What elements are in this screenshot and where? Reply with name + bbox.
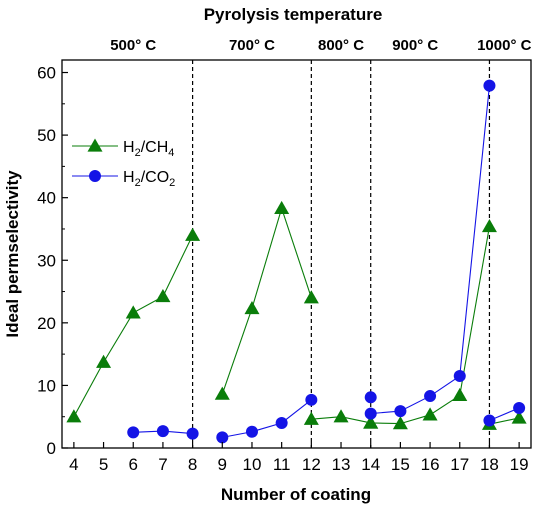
series-1-point-3-4 xyxy=(483,79,496,92)
x-axis-label: Number of coating xyxy=(221,485,371,504)
series-0-point-3-2 xyxy=(422,407,438,421)
series-1-line-1 xyxy=(222,399,312,438)
x-tick-label-5: 5 xyxy=(99,455,108,474)
series-1-point-0-1 xyxy=(156,425,169,438)
series-1-point-3-0 xyxy=(364,407,377,420)
series-1-point-3-1 xyxy=(394,405,407,418)
x-tick-label-6: 6 xyxy=(129,455,138,474)
series-0-point-0-2 xyxy=(125,305,141,319)
band-label-0: 500° C xyxy=(110,37,156,54)
series-1-point-3-3 xyxy=(453,370,466,383)
legend-marker-1 xyxy=(89,170,101,182)
x-tick-label-11: 11 xyxy=(273,455,291,474)
y-tick-label-30: 30 xyxy=(37,251,56,270)
y-tick-label-0: 0 xyxy=(47,439,56,458)
x-tick-label-9: 9 xyxy=(218,455,227,474)
legend-marker-0 xyxy=(87,138,103,152)
series-0-point-0-1 xyxy=(96,354,112,368)
series-0-point-1-3 xyxy=(303,290,319,304)
series-1-point-0-0 xyxy=(127,426,140,439)
series-1-point-1-1 xyxy=(245,425,258,438)
temperature-band-labels: 500° C 700° C 800° C 900° C 1000° C xyxy=(110,37,531,54)
series-1-point-3-2 xyxy=(424,390,437,403)
series-1-point-4-1 xyxy=(513,401,526,414)
series-1-point-2-0 xyxy=(364,391,377,404)
legend-label-0: H2/CH4 xyxy=(123,139,174,159)
legend-label-part-1-3: 2 xyxy=(169,177,175,189)
series-0-point-2-1 xyxy=(333,409,349,423)
series-1-point-4-0 xyxy=(483,414,496,427)
band-label-4: 1000° C xyxy=(477,37,532,54)
series-0-line-0 xyxy=(73,234,194,417)
y-axis-label: Ideal permselectivity xyxy=(3,170,22,338)
series-1-point-1-0 xyxy=(216,431,229,444)
x-tick-label-16: 16 xyxy=(421,455,440,474)
legend-label-1: H2/CO2 xyxy=(123,169,175,189)
legend-label-part-0-0: H xyxy=(123,139,135,156)
series-1-line-3 xyxy=(370,85,490,415)
x-tick-label-8: 8 xyxy=(188,455,197,474)
y-axis-ticks: 0 10 20 30 40 50 60 xyxy=(37,64,68,458)
y-tick-label-20: 20 xyxy=(37,314,56,333)
series-1-point-1-2 xyxy=(275,416,288,429)
series-0-point-3-4 xyxy=(481,218,497,233)
series-layer xyxy=(66,79,527,444)
y-tick-label-50: 50 xyxy=(37,126,56,145)
y-tick-label-40: 40 xyxy=(37,189,56,208)
chart-title: Pyrolysis temperature xyxy=(204,5,383,24)
x-tick-label-17: 17 xyxy=(450,455,469,474)
series-0 xyxy=(66,200,527,430)
legend-label-part-1-1: 2 xyxy=(135,177,141,189)
legend-label-part-1-0: H xyxy=(123,169,135,186)
series-1-point-0-2 xyxy=(186,427,199,440)
series-1-point-1-3 xyxy=(305,393,318,406)
x-tick-label-7: 7 xyxy=(158,455,167,474)
series-0-point-3-0 xyxy=(363,415,379,429)
series-0-point-1-1 xyxy=(244,300,260,315)
y-tick-label-60: 60 xyxy=(37,64,56,83)
legend-label-part-0-2: /CH xyxy=(141,139,169,156)
band-label-2: 800° C xyxy=(318,37,364,54)
x-tick-label-13: 13 xyxy=(332,455,351,474)
series-0-point-4-1 xyxy=(511,410,527,424)
series-0-point-2-0 xyxy=(303,411,319,425)
band-label-1: 700° C xyxy=(229,37,275,54)
series-0-point-3-1 xyxy=(392,416,408,430)
band-label-3: 900° C xyxy=(392,37,438,54)
x-tick-label-18: 18 xyxy=(480,455,499,474)
x-tick-label-15: 15 xyxy=(391,455,410,474)
x-tick-label-4: 4 xyxy=(69,455,78,474)
series-0-line-1 xyxy=(221,206,312,395)
x-tick-label-14: 14 xyxy=(361,455,380,474)
separator-lines xyxy=(192,60,491,448)
x-tick-label-12: 12 xyxy=(302,455,321,474)
x-tick-label-19: 19 xyxy=(510,455,529,474)
legend-label-part-1-2: /CO xyxy=(141,169,169,186)
y-tick-label-10: 10 xyxy=(37,376,56,395)
series-0-point-0-0 xyxy=(66,409,82,423)
series-0-point-3-3 xyxy=(452,387,468,402)
x-axis-ticks: 4 5 6 7 8 9 10 11 12 13 14 15 16 17 18 19 xyxy=(69,442,529,474)
legend-label-part-0-3: 4 xyxy=(168,147,174,159)
series-1 xyxy=(127,79,526,444)
plot-frame xyxy=(61,59,532,449)
series-0-point-1-2 xyxy=(274,200,290,214)
series-0-point-1-0 xyxy=(214,386,230,400)
x-tick-label-10: 10 xyxy=(243,455,262,474)
series-0-point-0-3 xyxy=(155,289,171,303)
series-0-point-0-4 xyxy=(185,227,201,241)
legend-label-part-0-1: 2 xyxy=(135,147,141,159)
